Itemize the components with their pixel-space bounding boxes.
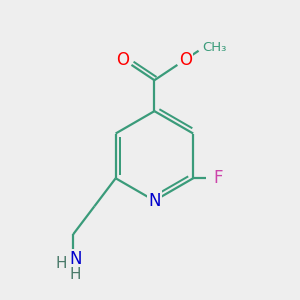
Text: F: F — [214, 169, 223, 187]
Text: N: N — [148, 192, 161, 210]
Text: CH₃: CH₃ — [202, 41, 226, 54]
Text: N: N — [69, 250, 82, 268]
Text: H: H — [55, 256, 67, 271]
Text: H: H — [70, 267, 81, 282]
Text: O: O — [116, 51, 129, 69]
Text: O: O — [179, 51, 192, 69]
